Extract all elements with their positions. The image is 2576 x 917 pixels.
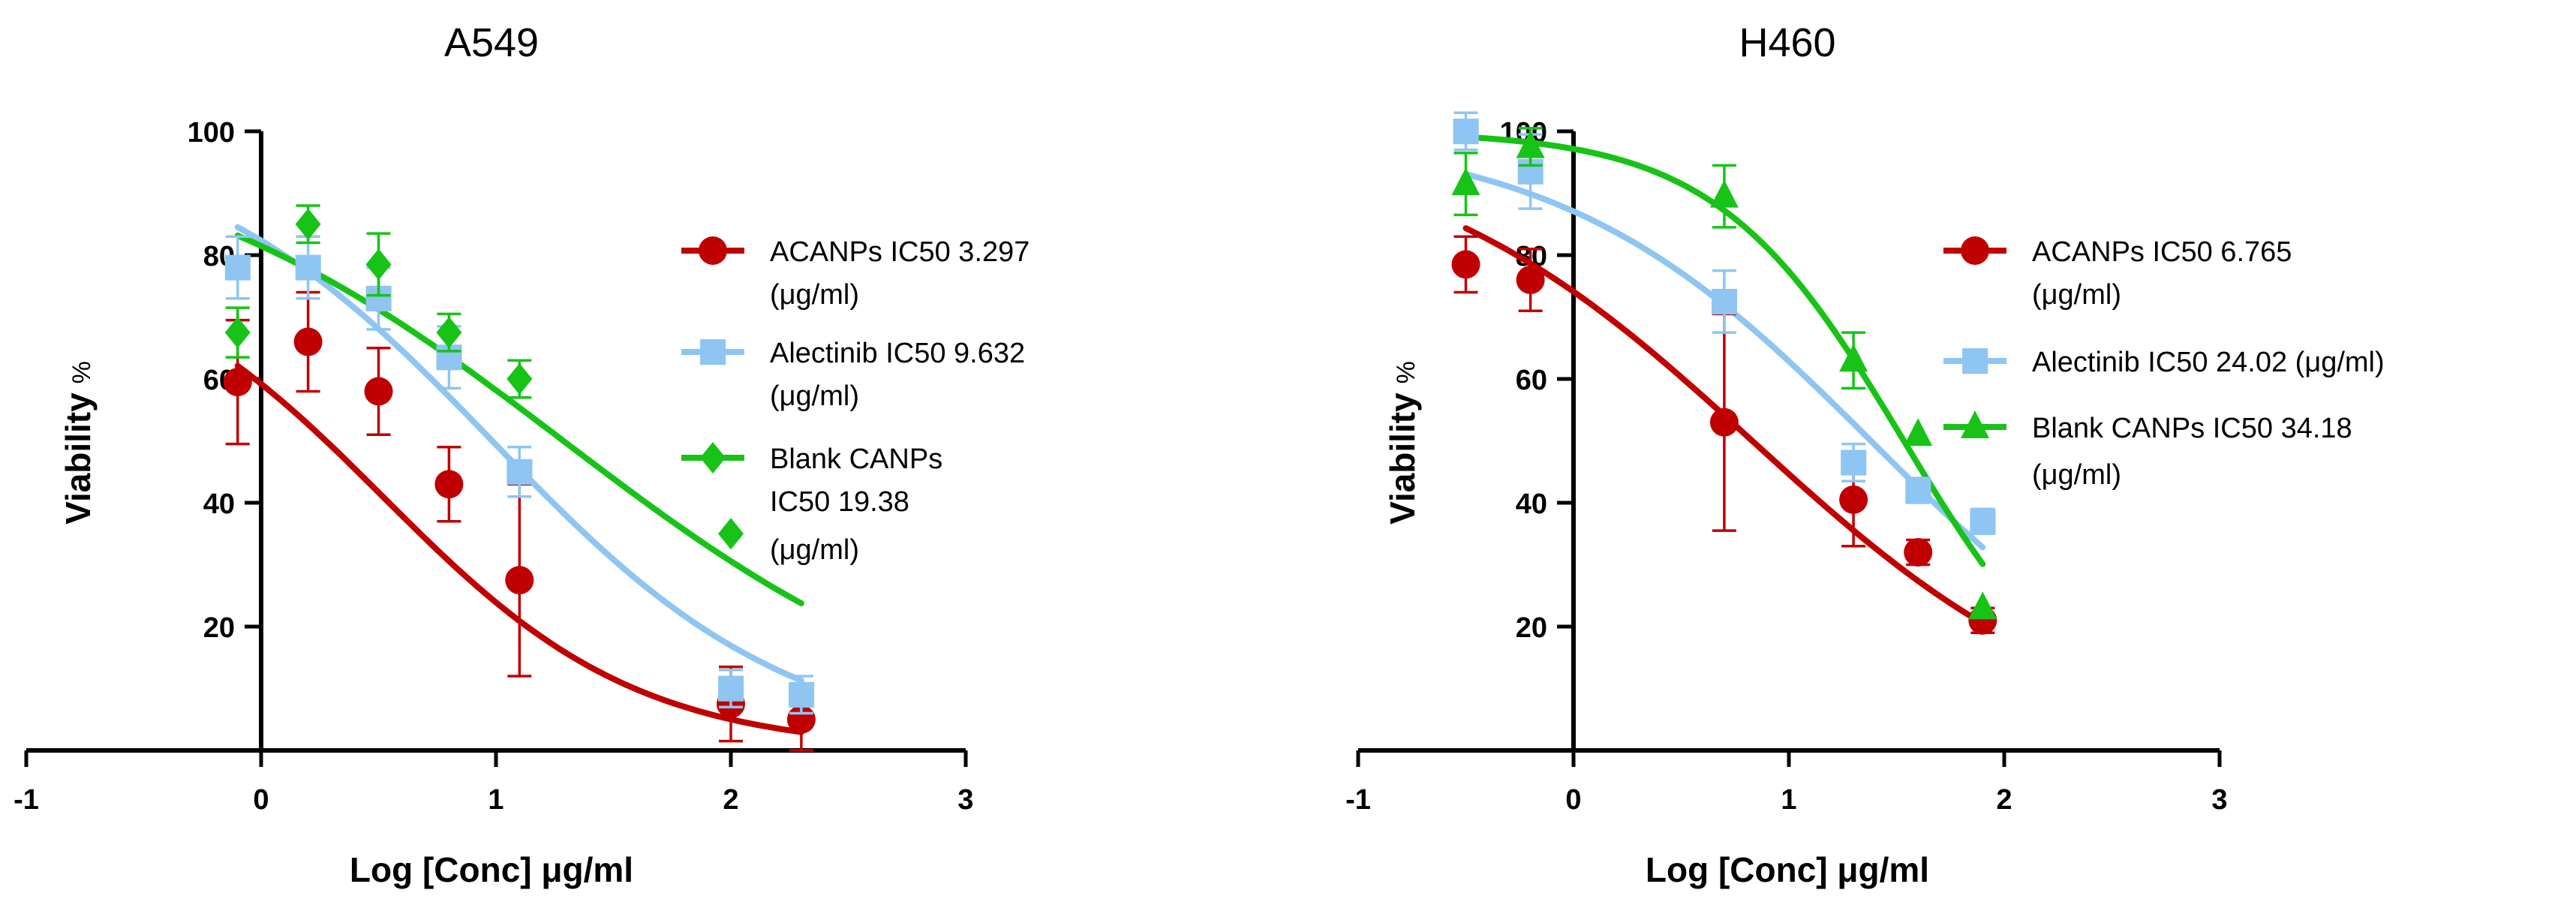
data-point-acanps (1904, 538, 1933, 567)
data-point-alectinib (224, 254, 251, 281)
data-point-blank (506, 363, 533, 395)
x-tick-label: 1 (488, 784, 503, 816)
data-point-blank (1968, 591, 1997, 620)
data-point-alectinib (295, 254, 321, 281)
data-point-alectinib (506, 458, 533, 485)
y-tick-label: 100 (188, 117, 235, 149)
data-point-acanps (1516, 266, 1545, 294)
data-point-blank (1516, 130, 1545, 158)
x-tick-label: -1 (14, 784, 39, 816)
y-axis-label: Viability% (1383, 361, 1422, 525)
data-point-blank (1839, 344, 1868, 372)
y-tick-label: 40 (203, 489, 235, 520)
legend-marker-acanps (1961, 236, 1989, 265)
fit-curve-blank (234, 232, 804, 606)
y-tick-label: 20 (203, 612, 235, 644)
data-point-blank (1709, 179, 1739, 208)
legend-label-blank: IC50 19.38 (770, 486, 909, 518)
x-tick-label: 3 (957, 784, 973, 816)
data-point-alectinib (718, 675, 744, 702)
x-tick-label: 2 (723, 784, 738, 816)
legend-marker-acanps (699, 236, 727, 265)
x-tick-label: 2 (1996, 784, 2012, 816)
data-point-acanps (434, 470, 464, 499)
data-point-acanps (223, 368, 252, 397)
legend-label-acanps: ACANPs IC50 3.297 (770, 236, 1029, 268)
data-point-alectinib (788, 681, 815, 708)
x-tick-label: 0 (253, 784, 269, 816)
y-tick-label: 40 (1516, 489, 1547, 520)
data-point-blank (365, 248, 392, 281)
x-tick-label: -1 (1345, 784, 1371, 816)
chart-title: H460 (1739, 20, 1835, 65)
data-point-acanps (364, 377, 393, 406)
legend-label-blank: Blank CANPs IC50 34.18 (2032, 413, 2352, 444)
data-point-blank (718, 518, 744, 550)
legend-h460: ACANPs IC50 6.765 (μg/ml) Alectinib IC50 2… (1943, 236, 2385, 491)
x-tick-label: 3 (2211, 784, 2227, 816)
chart-title: A549 (444, 20, 539, 65)
x-axis-label: Log [Conc] μg/ml (1646, 850, 1929, 889)
legend-label-acanps: ACANPs IC50 6.765 (2032, 236, 2292, 268)
data-point-alectinib (1841, 449, 1867, 476)
legend-label-blank: (μg/ml) (2032, 459, 2121, 491)
data-point-alectinib (1970, 508, 1996, 534)
data-point-blank (224, 317, 251, 349)
legend-label-alectinib: Alectinib IC50 9.632 (770, 338, 1025, 369)
legend-marker-alectinib (700, 339, 726, 365)
data-point-blank (1904, 418, 1933, 446)
legend-label-alectinib: (μg/ml) (770, 380, 859, 412)
data-point-acanps (293, 327, 323, 356)
legend-marker-alectinib (1962, 348, 1988, 374)
legend-label-alectinib: Alectinib IC50 24.02 (μg/ml) (2032, 347, 2385, 378)
x-axis-label: Log [Conc] μg/ml (350, 850, 633, 889)
data-point-alectinib (1711, 288, 1738, 315)
y-tick-label: 20 (1516, 612, 1547, 644)
legend-label-blank: (μg/ml) (770, 534, 859, 566)
y-tick-label: 60 (1516, 365, 1547, 396)
x-tick-label: 0 (1565, 784, 1581, 816)
x-tick-label: 1 (1781, 784, 1796, 816)
data-point-acanps (505, 566, 534, 595)
data-point-blank (1451, 167, 1480, 196)
data-point-acanps (1839, 485, 1868, 514)
legend-a549: ACANPs IC50 3.297 (μg/ml) Alectinib IC50 9… (681, 236, 1029, 566)
data-point-blank (436, 317, 462, 349)
legend-label-blank: Blank CANPs (770, 443, 942, 475)
legend-label-acanps: (μg/ml) (770, 279, 859, 311)
data-point-acanps (1451, 250, 1480, 279)
legend-label-acanps: (μg/ml) (2032, 279, 2121, 311)
legend-marker-blank (700, 442, 726, 474)
data-point-alectinib (1905, 477, 1931, 504)
legend-marker-blank (1961, 410, 1989, 438)
data-point-acanps (1709, 407, 1739, 437)
data-point-blank (295, 208, 321, 240)
y-axis-label: Viability% (59, 361, 98, 525)
data-point-alectinib (1453, 119, 1479, 145)
